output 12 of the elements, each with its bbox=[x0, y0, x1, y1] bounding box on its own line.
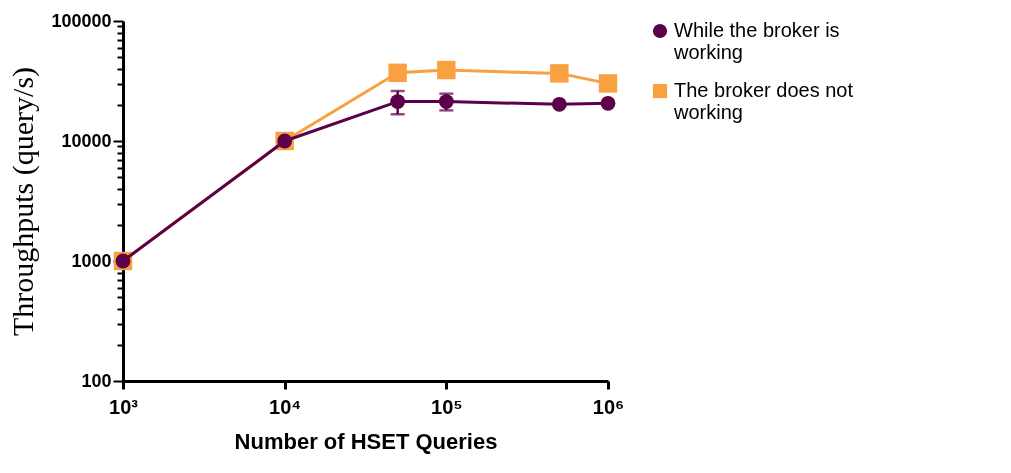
y-tick-label: 100000 bbox=[51, 10, 112, 31]
x-axis-title: Number of HSET Queries bbox=[234, 428, 498, 454]
y-tick-label: 1000 bbox=[71, 250, 112, 271]
legend-label: The broker does not working bbox=[673, 79, 854, 123]
y-tick-label: 100 bbox=[81, 370, 112, 391]
x-tick-label: 10⁶ bbox=[592, 395, 625, 418]
y-axis-title: Throughputs (query/s) bbox=[6, 66, 41, 337]
legend-label: While the broker is working bbox=[673, 19, 840, 63]
x-tick-label: 10⁴ bbox=[269, 395, 302, 418]
x-tick-label: 10³ bbox=[109, 395, 139, 418]
y-tick-label: 10000 bbox=[61, 130, 112, 151]
x-tick-label: 10⁵ bbox=[431, 395, 463, 418]
